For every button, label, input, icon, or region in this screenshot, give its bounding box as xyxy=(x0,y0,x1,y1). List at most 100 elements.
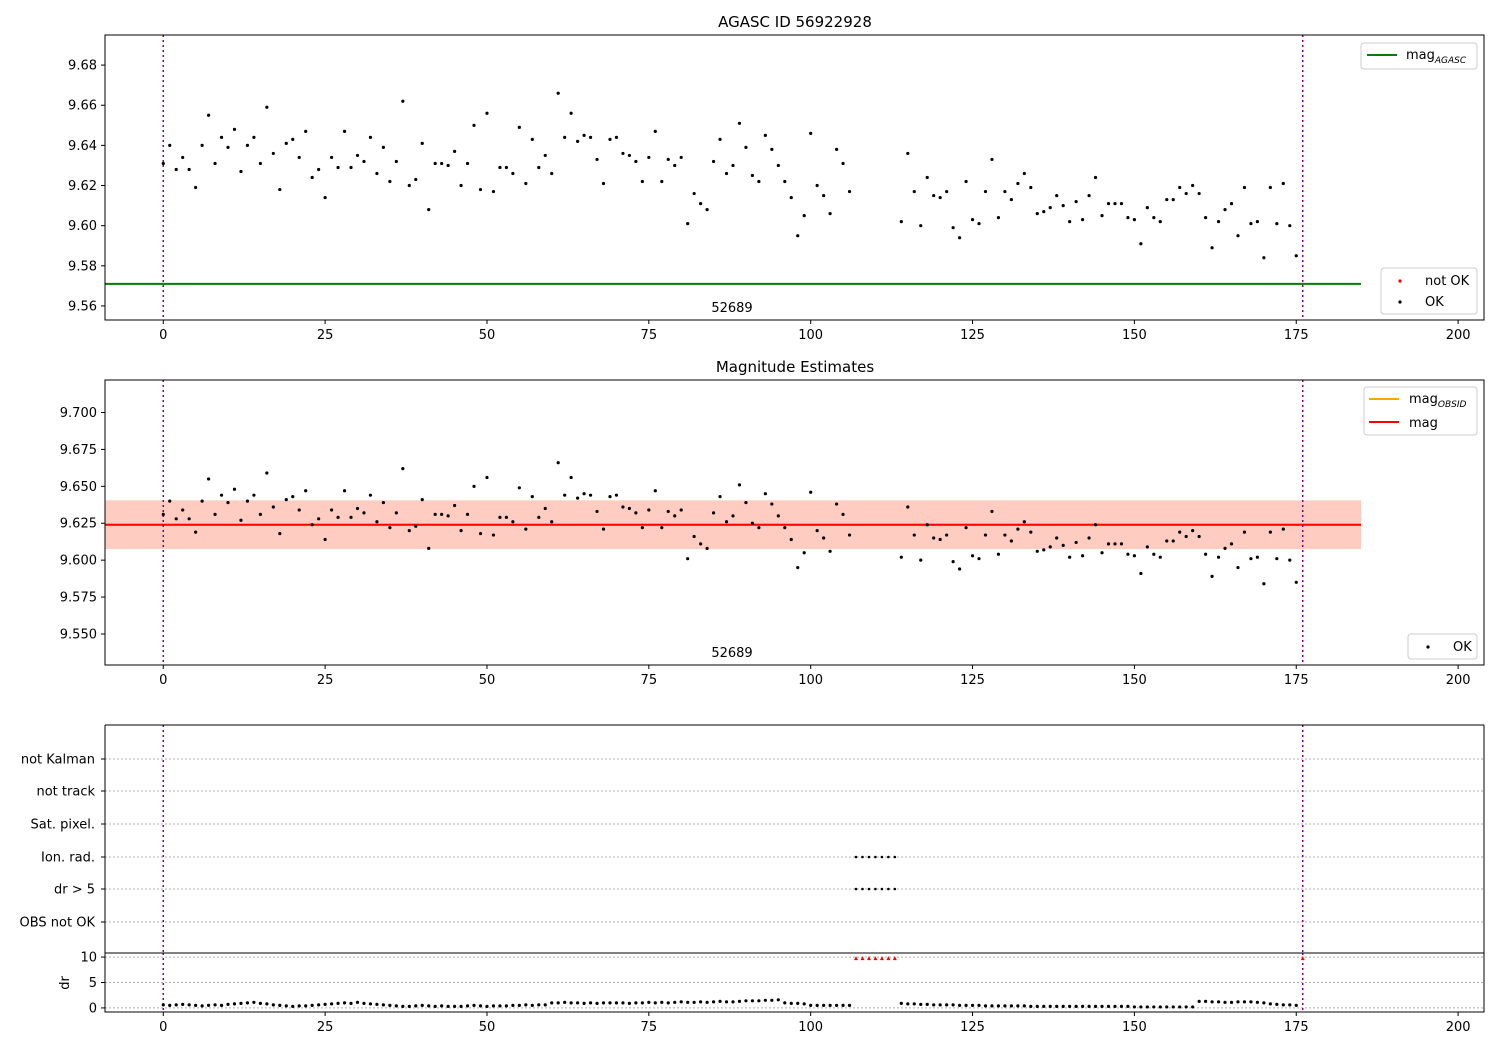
dr-ok-point xyxy=(627,1001,632,1005)
ok-point xyxy=(1119,542,1124,546)
dr-ok-point xyxy=(168,1003,172,1007)
dr-ok-point xyxy=(407,1004,411,1009)
ok-point xyxy=(342,489,347,493)
ok-point xyxy=(1068,555,1072,559)
dr-ok-point xyxy=(1191,1005,1195,1009)
ok-point xyxy=(1281,527,1285,531)
ok-point xyxy=(440,161,444,166)
ok-point xyxy=(174,167,178,172)
ok-point xyxy=(899,220,903,224)
ok-point xyxy=(446,514,450,518)
dr-ok-point xyxy=(647,1000,651,1004)
dr-xtick-label: 175 xyxy=(1284,1020,1309,1035)
ok-point xyxy=(705,546,709,550)
dr-ok-point xyxy=(744,999,748,1003)
dr-ok-point xyxy=(705,1000,709,1004)
ok-point xyxy=(187,517,191,521)
ok-point xyxy=(537,165,541,170)
ok-point xyxy=(1223,546,1227,550)
dr-ok-point xyxy=(822,1003,826,1007)
ok-point xyxy=(258,161,262,166)
ok-point xyxy=(427,546,431,550)
ok-point xyxy=(595,157,599,162)
ok-point xyxy=(964,526,968,530)
ok-point xyxy=(478,187,483,192)
ok-point xyxy=(252,493,256,497)
dr-ok-point xyxy=(213,1003,217,1007)
ok-point xyxy=(731,514,735,518)
ok-point xyxy=(938,537,942,542)
ok-point xyxy=(1268,185,1272,190)
ok-point xyxy=(673,514,677,518)
top-ytick-label: 9.56 xyxy=(68,299,97,314)
dr-ok-point xyxy=(550,1001,554,1005)
ok-point xyxy=(737,483,742,487)
ok-point xyxy=(1165,539,1169,543)
ok-point xyxy=(666,157,670,162)
dr-ok-point xyxy=(1249,1000,1253,1004)
ok-point xyxy=(996,216,1001,220)
ok-point xyxy=(1229,201,1234,206)
dr-ok-point xyxy=(284,1004,288,1008)
ok-point xyxy=(349,515,353,519)
dr-ok-point xyxy=(1106,1004,1111,1009)
ok-point xyxy=(1081,554,1085,558)
dr-ok-point xyxy=(601,1001,606,1005)
ok-point xyxy=(491,189,496,194)
ok-point xyxy=(718,137,722,141)
ok-point xyxy=(530,495,534,499)
dr-ok-point xyxy=(1242,1000,1247,1004)
ok-point xyxy=(724,520,729,524)
ok-point xyxy=(1100,214,1104,218)
dr-ok-point xyxy=(1275,1002,1279,1006)
ok-point xyxy=(232,487,237,491)
ok-point xyxy=(757,179,761,184)
top-chart-title: AGASC ID 56922928 xyxy=(718,13,872,31)
dr-ok-point xyxy=(1216,1000,1221,1004)
dr-ok-point xyxy=(1003,1004,1007,1008)
ok-point xyxy=(588,493,593,497)
dr-not-ok-point xyxy=(892,956,897,961)
flag-point xyxy=(861,855,864,859)
ok-point xyxy=(822,193,826,198)
dr-ok-point xyxy=(932,1003,936,1007)
dr-ok-point xyxy=(919,1002,923,1006)
ok-point xyxy=(919,224,923,228)
dr-ok-point xyxy=(511,1003,515,1007)
ok-point xyxy=(983,533,988,537)
ok-point xyxy=(1236,234,1240,238)
ok-point xyxy=(446,163,450,168)
dr-ok-point xyxy=(1268,1002,1272,1006)
dr-ok-point xyxy=(783,1001,787,1005)
dr-ok-point xyxy=(226,1002,230,1006)
ok-point xyxy=(407,529,411,533)
ok-point xyxy=(608,137,612,141)
ok-point xyxy=(1275,557,1279,561)
top-xtick-label: 175 xyxy=(1284,328,1309,343)
ok-point xyxy=(543,506,547,511)
dr-ok-point xyxy=(304,1004,308,1008)
dr-ok-point xyxy=(362,1001,366,1005)
ok-point xyxy=(498,515,502,519)
dr-ok-point xyxy=(763,998,767,1002)
ok-point xyxy=(996,552,1001,556)
legend-ok-marker-2 xyxy=(1426,645,1430,649)
ok-point xyxy=(990,509,994,514)
ok-point xyxy=(666,509,670,514)
ok-point xyxy=(796,565,800,570)
dr-ok-point xyxy=(245,1001,250,1005)
ok-point xyxy=(1184,534,1188,539)
ok-point xyxy=(1255,220,1260,224)
dr-ok-point xyxy=(394,1004,398,1008)
dr-ok-point xyxy=(815,1003,819,1007)
ok-point xyxy=(239,518,243,522)
ok-point xyxy=(485,475,489,480)
ok-point xyxy=(912,533,916,537)
ok-point xyxy=(809,131,813,135)
dr-ytick-label: 5 xyxy=(89,976,97,991)
ok-point xyxy=(219,135,224,139)
ok-point xyxy=(945,189,949,194)
ok-point xyxy=(1009,197,1013,202)
ok-point xyxy=(543,153,547,158)
ok-point xyxy=(550,520,554,524)
